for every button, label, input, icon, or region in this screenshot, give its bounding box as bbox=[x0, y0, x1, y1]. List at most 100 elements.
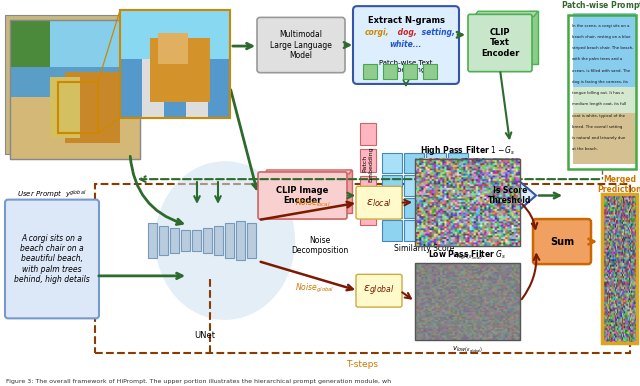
Text: tongue lolling out. It has a: tongue lolling out. It has a bbox=[572, 91, 624, 95]
Bar bbox=[383, 64, 397, 79]
Bar bbox=[208, 59, 230, 118]
Text: striped beach chair. The beach,: striped beach chair. The beach, bbox=[572, 46, 634, 50]
Polygon shape bbox=[484, 173, 536, 218]
Text: dog,: dog, bbox=[395, 28, 417, 37]
Bar bbox=[568, 15, 636, 169]
Text: $Noise_{global}$: $Noise_{global}$ bbox=[295, 282, 335, 295]
Bar bbox=[360, 176, 376, 198]
Text: ocean, is filled with sand. The: ocean, is filled with sand. The bbox=[572, 69, 630, 73]
Bar bbox=[120, 10, 230, 118]
Bar bbox=[360, 149, 376, 172]
Text: Patch
Embedding: Patch Embedding bbox=[363, 146, 373, 181]
Text: Merged
Prediction: Merged Prediction bbox=[597, 174, 640, 194]
Text: Is Score
Threshold: Is Score Threshold bbox=[488, 186, 532, 205]
Bar bbox=[573, 113, 636, 164]
Text: Patch-wise Text
embedding: Patch-wise Text embedding bbox=[380, 60, 433, 73]
Text: breed. The overall setting: breed. The overall setting bbox=[572, 125, 622, 129]
Text: with the palm trees and a: with the palm trees and a bbox=[572, 58, 622, 61]
Ellipse shape bbox=[155, 161, 295, 320]
Bar bbox=[148, 223, 157, 258]
Text: $\varepsilon_{global}$: $\varepsilon_{global}$ bbox=[363, 283, 395, 298]
Bar bbox=[404, 152, 424, 173]
Bar bbox=[236, 221, 245, 260]
Bar bbox=[382, 220, 402, 240]
Bar bbox=[404, 220, 424, 240]
Text: white...: white... bbox=[390, 39, 422, 49]
Bar bbox=[448, 175, 468, 196]
Text: In the scene, a corgi sits on a: In the scene, a corgi sits on a bbox=[572, 24, 630, 27]
Bar bbox=[164, 59, 186, 118]
Bar bbox=[423, 64, 437, 79]
Bar bbox=[181, 230, 190, 251]
Bar bbox=[404, 175, 424, 196]
Bar bbox=[403, 64, 417, 79]
Bar bbox=[602, 195, 637, 343]
Bar bbox=[426, 175, 446, 196]
Bar bbox=[573, 15, 636, 164]
Bar bbox=[415, 159, 520, 245]
Bar bbox=[214, 226, 223, 255]
Bar bbox=[95, 184, 630, 353]
Bar bbox=[10, 20, 140, 159]
Bar bbox=[120, 59, 142, 118]
Text: Multimodal
Large Language
Model: Multimodal Large Language Model bbox=[270, 30, 332, 60]
FancyBboxPatch shape bbox=[468, 14, 532, 72]
FancyBboxPatch shape bbox=[533, 219, 591, 264]
Bar bbox=[382, 175, 402, 196]
Bar bbox=[10, 92, 140, 159]
Bar bbox=[530, 11, 538, 64]
FancyBboxPatch shape bbox=[356, 186, 402, 219]
Text: Patch-wise Prompt $y_i^l$: Patch-wise Prompt $y_i^l$ bbox=[561, 0, 640, 13]
Text: A corgi sits on a
beach chair on a
beautiful beach,
with palm trees
behind, high: A corgi sits on a beach chair on a beaut… bbox=[14, 234, 90, 284]
Bar bbox=[448, 198, 468, 218]
Text: Low Pass Filter $G_s$: Low Pass Filter $G_s$ bbox=[428, 249, 507, 261]
Bar bbox=[65, 72, 120, 143]
Bar bbox=[225, 223, 234, 258]
Bar bbox=[159, 226, 168, 255]
FancyBboxPatch shape bbox=[257, 17, 345, 73]
Polygon shape bbox=[264, 170, 352, 174]
Bar bbox=[10, 20, 50, 92]
Bar bbox=[170, 228, 179, 253]
Bar bbox=[426, 152, 446, 173]
Text: CLIP
Text
Encoder: CLIP Text Encoder bbox=[481, 28, 519, 58]
Text: medium length coat, its full: medium length coat, its full bbox=[572, 102, 627, 107]
Text: CLIP Image
Encoder: CLIP Image Encoder bbox=[276, 186, 329, 205]
Text: $v_{high(\varepsilon_{local})}$: $v_{high(\varepsilon_{local})}$ bbox=[452, 251, 483, 261]
Bar bbox=[186, 59, 208, 118]
Bar bbox=[345, 170, 352, 213]
Text: beach chair, resting on a blue: beach chair, resting on a blue bbox=[572, 35, 630, 39]
Bar bbox=[382, 198, 402, 218]
Bar bbox=[360, 203, 376, 225]
Bar bbox=[5, 15, 135, 154]
FancyBboxPatch shape bbox=[353, 6, 459, 84]
FancyBboxPatch shape bbox=[5, 200, 99, 318]
Text: corgi,: corgi, bbox=[365, 28, 390, 37]
Bar bbox=[404, 198, 424, 218]
Bar bbox=[10, 20, 140, 72]
Bar bbox=[448, 220, 468, 240]
Bar bbox=[363, 64, 377, 79]
Bar bbox=[203, 228, 212, 253]
Text: UNet: UNet bbox=[195, 331, 216, 340]
Bar bbox=[382, 152, 402, 173]
Text: High Pass Filter $1-G_s$: High Pass Filter $1-G_s$ bbox=[420, 144, 515, 157]
Bar bbox=[360, 123, 376, 146]
Text: is natural and leisurely due: is natural and leisurely due bbox=[572, 136, 625, 140]
Text: Figure 3: The overall framework of HiPrompt. The upper portion illustrates the h: Figure 3: The overall framework of HiPro… bbox=[6, 379, 392, 384]
Text: $Noise_{local}$: $Noise_{local}$ bbox=[295, 196, 331, 209]
Text: $\varepsilon_{local}$: $\varepsilon_{local}$ bbox=[366, 197, 392, 208]
Bar bbox=[142, 59, 164, 118]
Bar bbox=[58, 82, 98, 133]
Bar bbox=[120, 10, 230, 59]
FancyBboxPatch shape bbox=[356, 274, 402, 307]
Bar bbox=[573, 13, 636, 87]
Bar bbox=[448, 152, 468, 173]
FancyBboxPatch shape bbox=[258, 172, 347, 219]
Text: Extract N-grams: Extract N-grams bbox=[367, 16, 445, 25]
Text: coat is white, typical of the: coat is white, typical of the bbox=[572, 113, 625, 118]
Bar bbox=[426, 220, 446, 240]
Text: User Prompt  $y^{global}$: User Prompt $y^{global}$ bbox=[17, 188, 86, 201]
Text: at the beach.: at the beach. bbox=[572, 147, 598, 151]
Polygon shape bbox=[474, 11, 538, 16]
